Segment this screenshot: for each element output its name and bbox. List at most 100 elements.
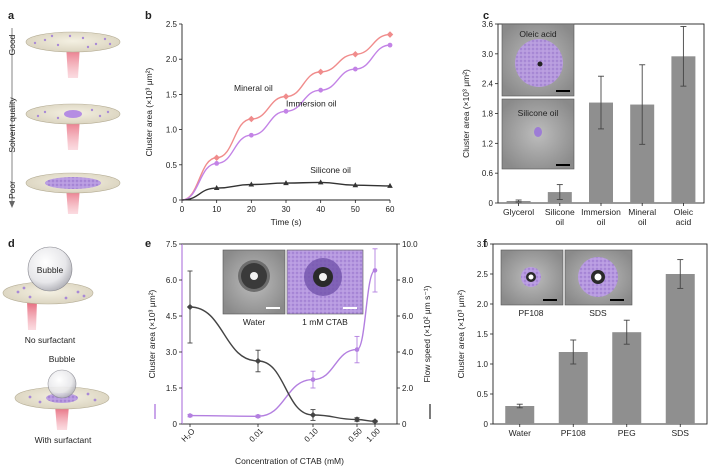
y-tick-label: 7.5 xyxy=(166,240,178,249)
y-tick-label: 2.0 xyxy=(477,300,489,309)
panel-c-letter: c xyxy=(483,10,489,22)
y-tick-label: 1.0 xyxy=(477,360,489,369)
inset-label: Oleic acid xyxy=(519,29,557,39)
y-tick-label: 3.0 xyxy=(477,240,489,249)
y-tick-label: 2.4 xyxy=(482,80,494,89)
laser-beam xyxy=(66,44,80,78)
y-tick-label: 1.2 xyxy=(482,139,494,148)
y-tick-label: 0 xyxy=(489,199,494,208)
x-tick-label: H₂O xyxy=(180,427,197,444)
y-tick-label: 1.5 xyxy=(166,90,178,99)
y-tick-label: 2.0 xyxy=(166,55,178,64)
y-tick-label: 2.5 xyxy=(477,270,489,279)
y-tick-label: 4.5 xyxy=(166,312,178,321)
data-point xyxy=(214,160,220,166)
x-tick-label: Immersion xyxy=(581,207,621,217)
y-tick-label: 0 xyxy=(173,196,178,205)
x-tick-label: 30 xyxy=(282,205,291,214)
bubble-label-top: Bubble xyxy=(37,265,64,275)
data-point xyxy=(283,180,289,186)
data-point xyxy=(317,68,324,76)
panel-d-letter: d xyxy=(8,238,15,250)
x-tick-label: Glycerol xyxy=(503,207,534,217)
bubble-label-bottom: Bubble xyxy=(49,354,76,364)
panel-b-letter: b xyxy=(145,10,152,22)
panel-e: e 0 1.5 3.0 4.5 6.0 7.5 0 2.0 4.0 6.0 8.0 10.0 H₂O 0.… xyxy=(145,238,432,466)
x-tick-label: PEG xyxy=(618,428,636,438)
x-tick-label: 50 xyxy=(351,205,360,214)
inset-water: Water xyxy=(222,249,286,327)
bubble xyxy=(47,369,77,399)
panel-b-x-label: Time (s) xyxy=(271,217,302,227)
inset-pf108: PF108 xyxy=(500,249,564,318)
x-tick-label: 40 xyxy=(316,205,325,214)
panel-c-y-label: Cluster area (×10³ μm²) xyxy=(461,69,471,158)
laser-beam xyxy=(66,116,80,150)
data-point xyxy=(352,51,359,58)
bar xyxy=(612,332,642,424)
quality-axis-arrow xyxy=(9,201,15,208)
x-tick-label: PF108 xyxy=(561,428,586,438)
y-tick-label: 3.6 xyxy=(482,20,494,29)
disk-poor xyxy=(25,172,121,214)
x-tick-label: 1.00 xyxy=(365,426,383,444)
data-point xyxy=(317,179,324,185)
y-tick-label: 1.5 xyxy=(166,384,178,393)
data-point xyxy=(309,411,317,419)
y-tick-label: 1.8 xyxy=(482,110,494,119)
data-point xyxy=(387,42,393,48)
data-point xyxy=(254,357,262,365)
y-tick-label: 1.0 xyxy=(166,126,178,135)
y-tick-label: 0.6 xyxy=(482,169,494,178)
panel-e-letter: e xyxy=(145,238,151,250)
inset-label: SDS xyxy=(589,308,607,318)
x-tick-label: SDS xyxy=(672,428,690,438)
laser-beam xyxy=(55,405,69,430)
x-tick-label: oil xyxy=(556,217,565,227)
panel-e-y-label: Cluster area (×10³ μm²) xyxy=(147,289,157,378)
data-point xyxy=(318,87,324,93)
bar xyxy=(505,406,535,424)
data-point xyxy=(248,132,254,138)
series-line-immersion-oil xyxy=(181,44,391,201)
y-tick-label-right: 4.0 xyxy=(402,348,414,357)
y-tick-label-right: 2.0 xyxy=(402,384,414,393)
series-label-immersion-oil: Immersion oil xyxy=(286,98,337,108)
inset-oleic-acid: Oleic acid xyxy=(501,23,575,97)
panel-f-bars xyxy=(505,259,695,424)
x-tick-label: 0.50 xyxy=(347,426,365,444)
x-tick-label: 10 xyxy=(212,205,221,214)
data-point xyxy=(248,181,255,187)
panel-d: d Bubble No surfactant Bubble With surfa… xyxy=(2,238,110,445)
data-point xyxy=(372,268,378,273)
data-point xyxy=(386,31,394,38)
data-point xyxy=(352,182,359,188)
x-tick-label: 0 xyxy=(180,205,185,214)
data-point xyxy=(213,185,220,191)
bar xyxy=(665,274,695,424)
inset-sds: SDS xyxy=(564,249,633,318)
data-point xyxy=(187,413,193,418)
panel-b-series xyxy=(181,31,394,201)
data-point xyxy=(310,377,316,382)
panel-a: a Good Solvent quality Poor xyxy=(7,10,121,214)
y-tick-label: 3.0 xyxy=(166,348,178,357)
panel-e-x-label: Concentration of CTAB (mM) xyxy=(235,456,344,466)
panel-f-letter: f xyxy=(483,238,487,250)
label-good: Good xyxy=(7,34,17,55)
x-tick-label: Oleic xyxy=(674,207,694,217)
panel-c-bars xyxy=(506,26,696,203)
inset-label: PF108 xyxy=(518,308,543,318)
data-point xyxy=(186,303,194,311)
inset-silicone-oil: Silicone oil xyxy=(501,98,575,170)
inset-label: 1 mM CTAB xyxy=(302,317,348,327)
x-tick-label: Water xyxy=(509,428,532,438)
panel-e-y-label-right: Flow speed (×10² μm s⁻¹) xyxy=(422,285,432,382)
panel-f-y-label: Cluster area (×10³ μm²) xyxy=(456,289,466,378)
disk-good xyxy=(25,31,121,78)
inset-label: Silicone oil xyxy=(518,108,559,118)
panel-f: f 0 0.5 1.0 1.5 2.0 2.5 3.0 Water PF108 PEG SDS Cl… xyxy=(456,238,708,438)
inset-label: Water xyxy=(243,317,266,327)
inset-ctab: 1 mM CTAB xyxy=(286,249,364,327)
